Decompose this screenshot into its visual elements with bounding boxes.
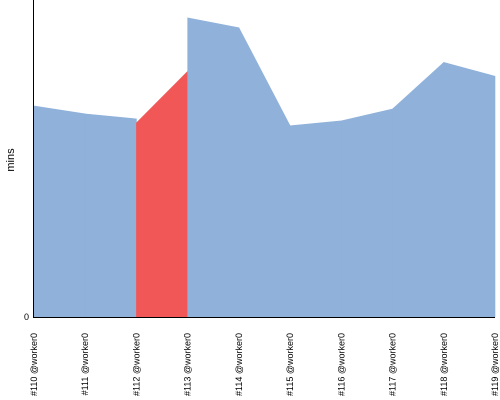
x-tick-label: #110 @worker0	[29, 333, 39, 396]
x-tick-label: #118 @worker0	[439, 333, 449, 396]
x-tick-label: #111 @worker0	[80, 333, 90, 395]
x-tick-label: #112 @worker0	[131, 333, 141, 396]
area-series	[33, 17, 496, 318]
area-segment	[33, 105, 86, 318]
x-tick-label: #119 @worker0	[490, 333, 500, 396]
x-tick-label: #117 @worker0	[388, 333, 398, 396]
area-segment	[238, 27, 291, 318]
x-tick-label: #113 @worker0	[183, 333, 193, 396]
y-axis-label: mins	[5, 148, 17, 172]
x-tick-label: #114 @worker0	[234, 333, 244, 396]
area-segment	[341, 108, 393, 318]
x-tick-label: #115 @worker0	[285, 333, 295, 396]
area-segment	[84, 113, 137, 318]
area-segment	[289, 120, 342, 318]
area-segment	[187, 17, 240, 318]
x-tick-label: #116 @worker0	[336, 333, 346, 396]
y-tick-label: 0	[24, 312, 29, 322]
area-segment	[443, 62, 496, 318]
area-segment	[392, 61, 445, 318]
area-segment-highlighted	[136, 70, 188, 318]
x-tick-labels: #110 @worker0 #111 @worker0 #112 @worker0 #…	[29, 333, 500, 396]
